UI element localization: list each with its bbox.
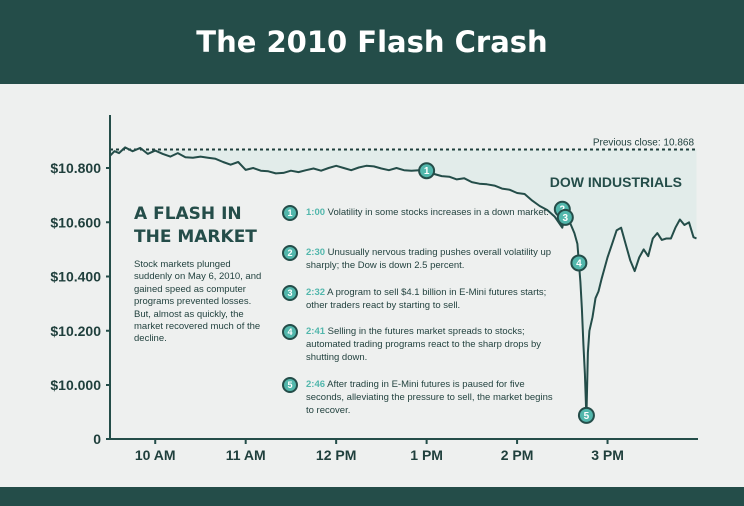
- event-time: 2:32: [306, 287, 326, 298]
- event-text: 2:46 After trading in E-Mini futures is …: [306, 379, 556, 417]
- previous-close-label: Previous close: 10.868: [593, 138, 695, 149]
- event-number: 3: [282, 285, 298, 301]
- event-description: Selling in the futures market spreads to…: [306, 326, 541, 363]
- series-line: [109, 146, 697, 419]
- y-tick-label: $10.200: [50, 323, 101, 339]
- event-time: 2:41: [306, 326, 326, 337]
- event-time: 2:46: [306, 379, 326, 390]
- page-title: The 2010 Flash Crash: [196, 25, 548, 59]
- y-tick-label: $10.000: [50, 377, 101, 393]
- x-tick-label: 12 PM: [316, 447, 356, 463]
- x-tick-label: 11 AM: [226, 447, 266, 463]
- event-number: 4: [282, 324, 298, 340]
- sidebar-title-line1: A FLASH IN: [134, 204, 242, 224]
- sidebar-text: Stock markets plunged suddenly on May 6,…: [134, 259, 262, 345]
- event-text: 1:00 Volatility in some stocks increases…: [306, 207, 556, 220]
- event-description: After trading in E-Mini futures is pause…: [306, 379, 553, 416]
- sidebar-title-line2: THE MARKET: [134, 227, 257, 247]
- y-tick-label: $10.600: [50, 214, 101, 230]
- x-tick-label: 1 PM: [410, 447, 443, 463]
- event-description: Unusually nervous trading pushes overall…: [306, 247, 552, 271]
- event-description: A program to sell $4.1 billion in E-Mini…: [306, 287, 547, 311]
- x-tick-label: 10 AM: [135, 447, 176, 463]
- event-marker: [556, 208, 574, 226]
- header-bar: [0, 0, 744, 84]
- event-marker-label: 5: [584, 411, 590, 422]
- series-label: DOW INDUSTRIALS: [550, 174, 682, 190]
- event-marker: [418, 162, 436, 180]
- footer-bar: [0, 487, 744, 506]
- y-tick-label: $10.400: [50, 269, 101, 285]
- event-number: 1: [282, 205, 298, 221]
- event-marker-label: 4: [576, 258, 582, 269]
- sidebar-title: A FLASH IN THE MARKET: [134, 203, 284, 249]
- event-text: 2:32 A program to sell $4.1 billion in E…: [306, 287, 556, 313]
- event-marker-label: 1: [424, 166, 430, 177]
- event-text: 2:41 Selling in the futures market sprea…: [306, 326, 556, 364]
- event-description: Volatility in some stocks increases in a…: [327, 207, 549, 218]
- event-marker: [577, 406, 595, 424]
- event-time: 1:00: [306, 207, 326, 218]
- y-tick-label: 0: [93, 431, 101, 447]
- x-tick-label: 2 PM: [501, 447, 534, 463]
- y-tick-label: $10.800: [50, 160, 101, 176]
- event-marker-label: 3: [563, 213, 569, 224]
- event-time: 2:30: [306, 247, 326, 258]
- event-marker: [570, 254, 588, 272]
- event-number: 5: [282, 377, 298, 393]
- event-number: 2: [282, 245, 298, 261]
- event-text: 2:30 Unusually nervous trading pushes ov…: [306, 247, 556, 273]
- x-tick-label: 3 PM: [591, 447, 624, 463]
- decline-area: [110, 147, 697, 418]
